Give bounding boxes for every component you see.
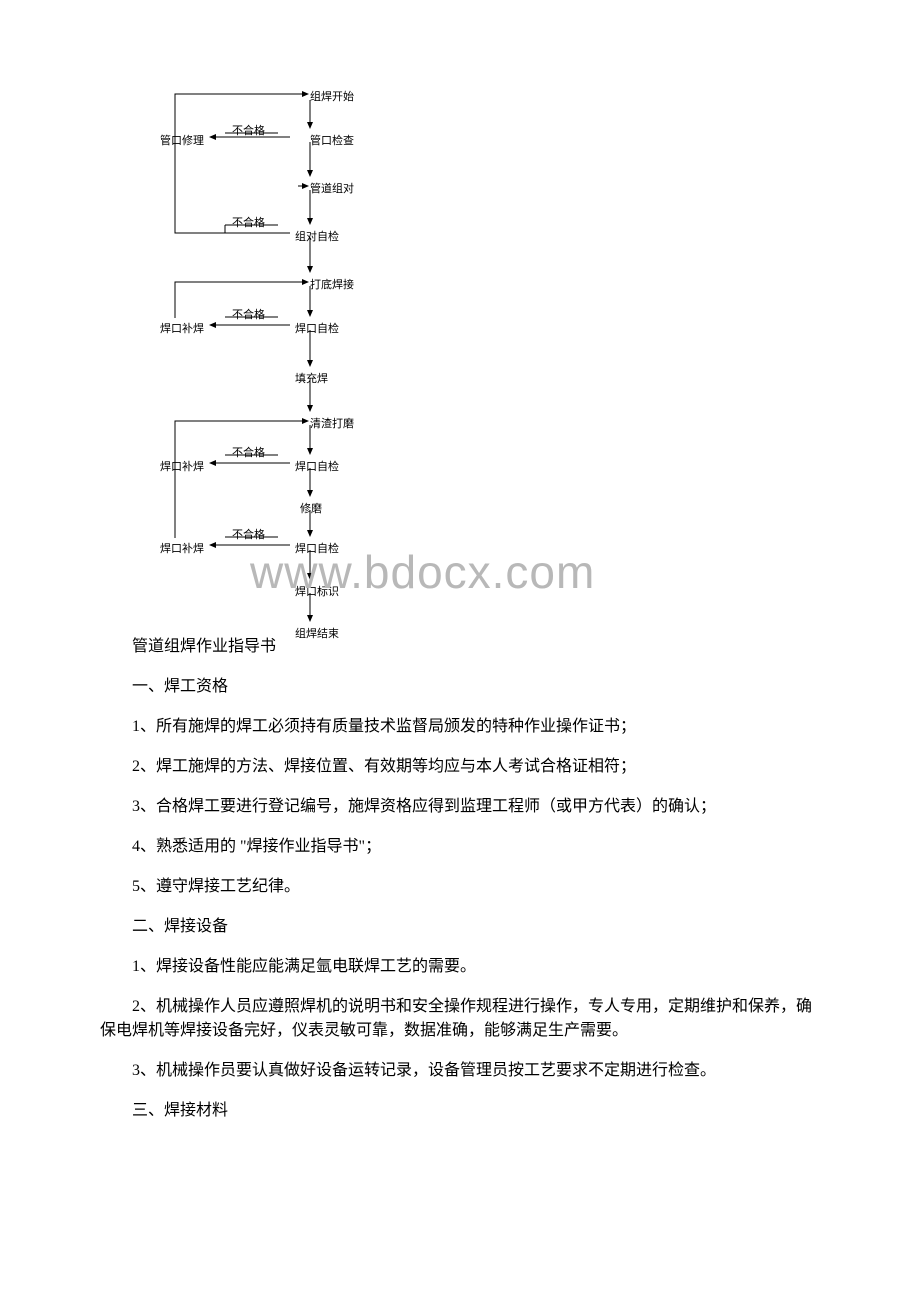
node-repair1: 管口修理 <box>160 132 204 148</box>
node-assemble: 管道组对 <box>310 180 354 196</box>
figure-caption: 管道组焊作业指导书 <box>100 635 820 659</box>
node-repair4: 焊口补焊 <box>160 540 204 556</box>
edge-fail-1: 不合格 <box>232 122 265 138</box>
s2-item-3: 3、机械操作员要认真做好设备运转记录，设备管理员按工艺要求不定期进行检查。 <box>100 1059 820 1083</box>
edge-fail-3: 不合格 <box>232 306 265 322</box>
node-weldchk1: 焊口自检 <box>295 320 339 336</box>
edge-fail-2: 不合格 <box>232 214 265 230</box>
s1-item-1: 1、所有施焊的焊工必须持有质量技术监督局颁发的特种作业操作证书； <box>100 715 820 739</box>
node-selfchk1: 组对自检 <box>295 228 339 244</box>
node-repair3: 焊口补焊 <box>160 458 204 474</box>
s2-item-2: 2、机械操作人员应遵照焊机的说明书和安全操作规程进行操作，专人专用，定期维护和保… <box>100 995 820 1043</box>
edge-fail-5: 不合格 <box>232 526 265 542</box>
node-weldchk2: 焊口自检 <box>295 458 339 474</box>
watermark-text: www.bdocx.com <box>250 545 595 599</box>
document-body: 管道组焊作业指导书 一、焊工资格 1、所有施焊的焊工必须持有质量技术监督局颁发的… <box>100 635 820 1123</box>
s1-item-2: 2、焊工施焊的方法、焊接位置、有效期等均应与本人考试合格证相符； <box>100 755 820 779</box>
edge-fail-4: 不合格 <box>232 444 265 460</box>
s1-item-4: 4、熟悉适用的 "焊接作业指导书"； <box>100 835 820 859</box>
section-3-title: 三、焊接材料 <box>100 1099 820 1123</box>
s2-item-1: 1、焊接设备性能应能满足氩电联焊工艺的需要。 <box>100 955 820 979</box>
s1-item-5: 5、遵守焊接工艺纪律。 <box>100 875 820 899</box>
node-fillweld: 填充焊 <box>295 370 328 386</box>
s1-item-3: 3、合格焊工要进行登记编号，施焊资格应得到监理工程师（或甲方代表）的确认； <box>100 795 820 819</box>
node-clean: 清渣打磨 <box>310 415 354 431</box>
node-start: 组焊开始 <box>310 88 354 104</box>
node-repair2: 焊口补焊 <box>160 320 204 336</box>
node-check: 管口检查 <box>310 132 354 148</box>
node-finish: 修磨 <box>300 500 322 516</box>
node-rootweld: 打底焊接 <box>310 276 354 292</box>
section-1-title: 一、焊工资格 <box>100 675 820 699</box>
section-2-title: 二、焊接设备 <box>100 915 820 939</box>
